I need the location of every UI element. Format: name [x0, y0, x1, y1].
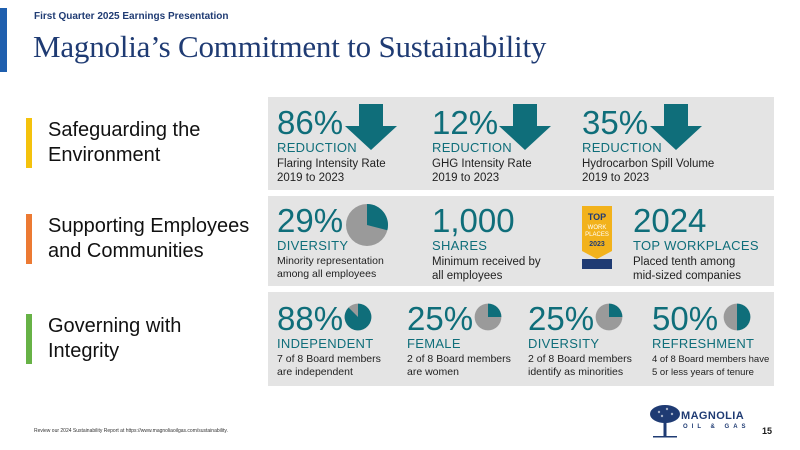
pie-value-slice	[488, 303, 502, 317]
sustainability-report-note: Review our 2024 Sustainability Report at…	[34, 428, 228, 434]
page-title: Magnolia’s Commitment to Sustainability	[33, 29, 547, 64]
down-arrow-icon	[499, 104, 551, 150]
pie-value-slice	[344, 303, 372, 331]
female-pie	[474, 303, 502, 331]
refreshment-pie	[723, 303, 751, 331]
magnolia-tree-icon	[650, 405, 680, 438]
stat-ghg: 12% REDUCTION GHG Intensity Rate 2019 to …	[432, 104, 532, 185]
down-arrow-icon	[345, 104, 397, 150]
board-diversity-pie	[595, 303, 623, 331]
page-number: 15	[762, 426, 773, 436]
svg-text:PLACES: PLACES	[585, 232, 609, 238]
section-label-employees: Supporting Employees and Communities	[26, 214, 249, 264]
stat-shares: 1,000 SHARES Minimum received by all empl…	[432, 202, 541, 283]
presentation-kicker: First Quarter 2025 Earnings Presentation	[34, 11, 229, 22]
stat-flaring: 86% REDUCTION Flaring Intensity Rate 2019…	[277, 104, 386, 185]
title-accent-bar	[0, 8, 7, 72]
down-arrow-icon	[650, 104, 702, 150]
employee-diversity-pie	[346, 204, 388, 246]
pie-value-slice	[609, 303, 623, 317]
stat-top-workplaces: 2024 TOP WORKPLACES Placed tenth among mi…	[633, 202, 759, 283]
independent-pie	[344, 303, 372, 331]
logo-subtitle: OIL & GAS	[683, 424, 750, 430]
section-label-environment: Safeguarding the Environment	[26, 118, 200, 168]
logo-wordmark: MAGNOLIA	[681, 410, 745, 422]
stat-employee-diversity: 29% DIVERSITY Minority representation amo…	[277, 202, 384, 281]
pie-value-slice	[737, 303, 751, 331]
pie-value-slice	[367, 204, 388, 231]
stat-board-diversity: 25% DIVERSITY 2 of 8 Board members identi…	[528, 300, 632, 379]
svg-text:TOP: TOP	[588, 212, 606, 222]
stat-spill: 35% REDUCTION Hydrocarbon Spill Volume 20…	[582, 104, 715, 185]
svg-text:2023: 2023	[589, 241, 605, 248]
svg-text:WORK: WORK	[588, 225, 607, 231]
stat-refreshment: 50% REFRESHMENT 4 of 8 Board members hav…	[652, 300, 770, 379]
section-label-governance: Governing with Integrity	[26, 314, 181, 364]
stat-independent: 88% INDEPENDENT 7 of 8 Board members are …	[277, 300, 381, 379]
top-workplaces-badge-icon: TOP WORK PLACES 2023	[582, 206, 612, 269]
stat-female: 25% FEMALE 2 of 8 Board members are women	[407, 300, 511, 379]
